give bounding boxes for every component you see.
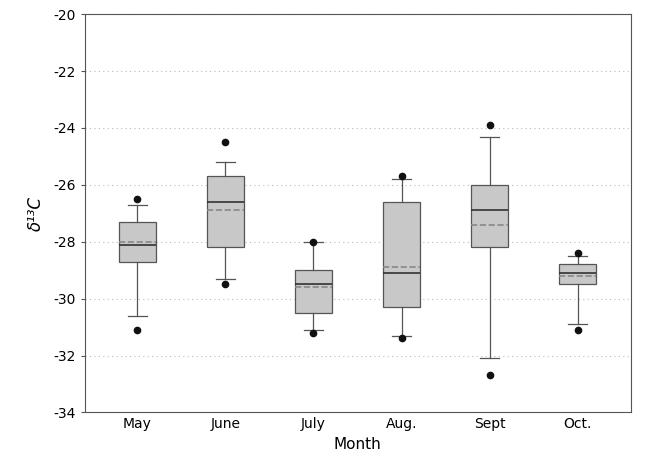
X-axis label: Month: Month xyxy=(333,437,382,452)
Y-axis label: δ¹³C: δ¹³C xyxy=(27,196,45,231)
PathPatch shape xyxy=(559,264,596,284)
PathPatch shape xyxy=(119,222,156,262)
PathPatch shape xyxy=(295,270,332,313)
PathPatch shape xyxy=(471,185,508,247)
PathPatch shape xyxy=(207,176,244,247)
PathPatch shape xyxy=(383,202,420,307)
